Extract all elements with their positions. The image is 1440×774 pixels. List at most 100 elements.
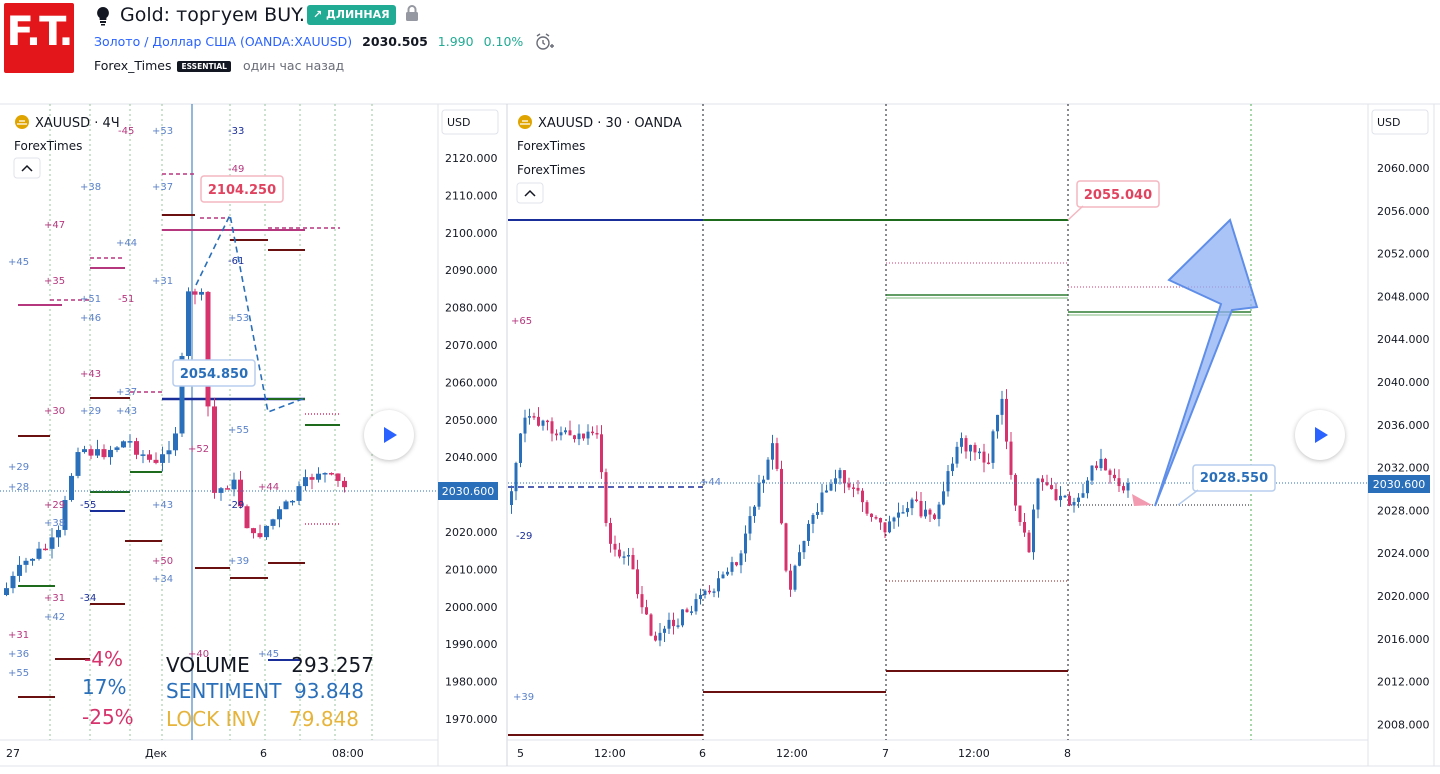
forex-times-logo[interactable]: F.T.: [4, 3, 74, 73]
left-level-number: +36: [8, 649, 29, 660]
left-price-tick: 2010.000: [445, 563, 498, 576]
left-level-number: +31: [44, 593, 65, 604]
symbol-link[interactable]: Золото / Доллар США: [94, 34, 236, 49]
right-price-tick: 2048.000: [1377, 290, 1430, 303]
left-level-number: +42: [44, 612, 65, 623]
chevron-up-icon: [21, 164, 33, 172]
right-price-tick: 2036.000: [1377, 419, 1430, 432]
lightbulb-icon: [96, 6, 110, 31]
gold-bar-glyph: [17, 120, 27, 125]
left-level-number: -49: [228, 164, 244, 175]
left-callout-high[interactable]: [200, 175, 284, 203]
left-level-number: +53: [152, 126, 173, 137]
right-price-tick: 2024.000: [1377, 547, 1430, 560]
author-badge: ESSENTIAL: [177, 61, 231, 72]
left-level-number: -33: [228, 126, 244, 137]
stat-pct-a: -4%: [84, 647, 123, 671]
right-callout-target-text: 2055.040: [1084, 188, 1152, 203]
left-currency-button[interactable]: [441, 109, 499, 135]
left-time-tick: Дек: [145, 747, 167, 760]
right-callout-target[interactable]: [1076, 180, 1160, 208]
stat-pct-b: 17%: [82, 675, 126, 699]
left-level-number: +37: [116, 387, 137, 398]
right-chart-grid: [702, 104, 1252, 740]
right-play-button[interactable]: [1295, 410, 1345, 460]
right-current-price-tag: [1368, 475, 1430, 493]
left-price-tick: 2100.000: [445, 227, 498, 240]
left-callout-high-text: 2104.250: [208, 183, 276, 198]
right-time-axis[interactable]: 5 12:00 6 12:00 7 12:00 8: [517, 747, 1071, 760]
left-level-number: +37: [152, 182, 173, 193]
right-time-tick: 12:00: [594, 747, 626, 760]
left-time-tick: 08:00: [332, 747, 364, 760]
right-level-number: +39: [513, 692, 534, 703]
right-indicator-label-1[interactable]: ForexTimes: [517, 139, 585, 153]
published-time: один час назад: [242, 58, 345, 73]
gold-symbol-icon: [518, 115, 532, 129]
author-name[interactable]: Forex_Times: [94, 58, 172, 73]
lock-icon: [404, 4, 420, 26]
left-level-labels: -45 +53 -33 -49 +38 +37 +47 +44 +45 +35 +31 +51 -51 +…: [8, 126, 279, 679]
left-level-number: +34: [152, 574, 173, 585]
alarm-icon[interactable]: [534, 32, 554, 56]
left-symbol-label[interactable]: XAUUSD · 4Ч: [35, 116, 120, 131]
stat-pct-c: -25%: [82, 705, 134, 729]
right-level-number: +44: [700, 477, 721, 488]
left-current-price-text: 2030.600: [442, 485, 495, 498]
idea-title: Gold: торгуем BUY.: [120, 4, 305, 26]
left-collapse-button[interactable]: [13, 157, 41, 179]
forecast-arrow[interactable]: [1154, 218, 1259, 507]
right-collapse-button[interactable]: [516, 182, 544, 204]
left-level-number: +43: [116, 406, 137, 417]
left-chart-grid: [49, 104, 373, 740]
right-indicator-label-2[interactable]: ForexTimes: [517, 163, 585, 177]
right-chart-levels: [508, 219, 1251, 736]
right-callout-entry-pointer: [1177, 489, 1199, 506]
left-level-number: +29: [80, 406, 101, 417]
left-level-number: +44: [258, 482, 279, 493]
left-level-number: +29: [8, 462, 29, 473]
last-price: 2030.505: [362, 34, 428, 49]
left-play-button[interactable]: [364, 410, 414, 460]
left-level-number: +38: [80, 182, 101, 193]
gold-symbol-icon: [15, 115, 29, 129]
volume-value: 293.257: [291, 653, 374, 677]
long-direction-badge: ↗ ДЛИННАЯ: [307, 5, 396, 25]
right-callout-entry[interactable]: [1192, 464, 1276, 492]
left-price-tick: 1980.000: [445, 676, 498, 689]
symbol-code[interactable]: (OANDA:XAUUSD): [239, 34, 353, 49]
right-price-tick: 2020.000: [1377, 590, 1430, 603]
right-currency-label: USD: [1377, 116, 1401, 129]
left-chart-levels: [18, 173, 340, 698]
left-price-tick: 2080.000: [445, 302, 498, 315]
right-price-axis[interactable]: 2060.000 2056.000 2052.000 2048.000 2044.000…: [1377, 162, 1430, 731]
price-change: 1.990: [437, 34, 474, 49]
left-level-number: +45: [258, 649, 279, 660]
right-time-tick: 8: [1064, 747, 1071, 760]
left-price-tick: 2000.000: [445, 601, 498, 614]
left-level-number: +55: [228, 425, 249, 436]
right-price-tick: 2056.000: [1377, 205, 1430, 218]
left-price-axis[interactable]: 2120.000 2110.000 2100.000 2090.000 2080.000…: [445, 152, 498, 726]
left-level-number: +30: [44, 406, 65, 417]
left-time-axis[interactable]: 27 Дек 6 08:00: [6, 747, 364, 760]
lock-inv-label: LOCK INV: [166, 707, 260, 731]
right-callout-entry-text: 2028.550: [1200, 471, 1268, 486]
chevron-up-icon: [524, 189, 536, 197]
right-currency-button[interactable]: [1371, 109, 1429, 135]
logo-text: F.T.: [6, 9, 73, 55]
left-time-tick: 27: [6, 747, 20, 760]
right-level-number: +65: [511, 316, 532, 327]
volume-label: VOLUME: [166, 653, 250, 677]
left-price-tick: 2090.000: [445, 264, 498, 277]
right-current-price-text: 2030.600: [1373, 478, 1426, 491]
play-icon: [1315, 427, 1328, 443]
right-time-tick: 12:00: [776, 747, 808, 760]
left-callout-low-text: 2054.850: [180, 367, 248, 382]
left-callout-low[interactable]: [172, 359, 256, 387]
left-indicator-label[interactable]: ForexTimes: [14, 139, 82, 153]
right-price-tick: 2008.000: [1377, 718, 1430, 731]
left-price-tick: 2020.000: [445, 526, 498, 539]
right-symbol-label[interactable]: XAUUSD · 30 · OANDA: [538, 116, 682, 131]
